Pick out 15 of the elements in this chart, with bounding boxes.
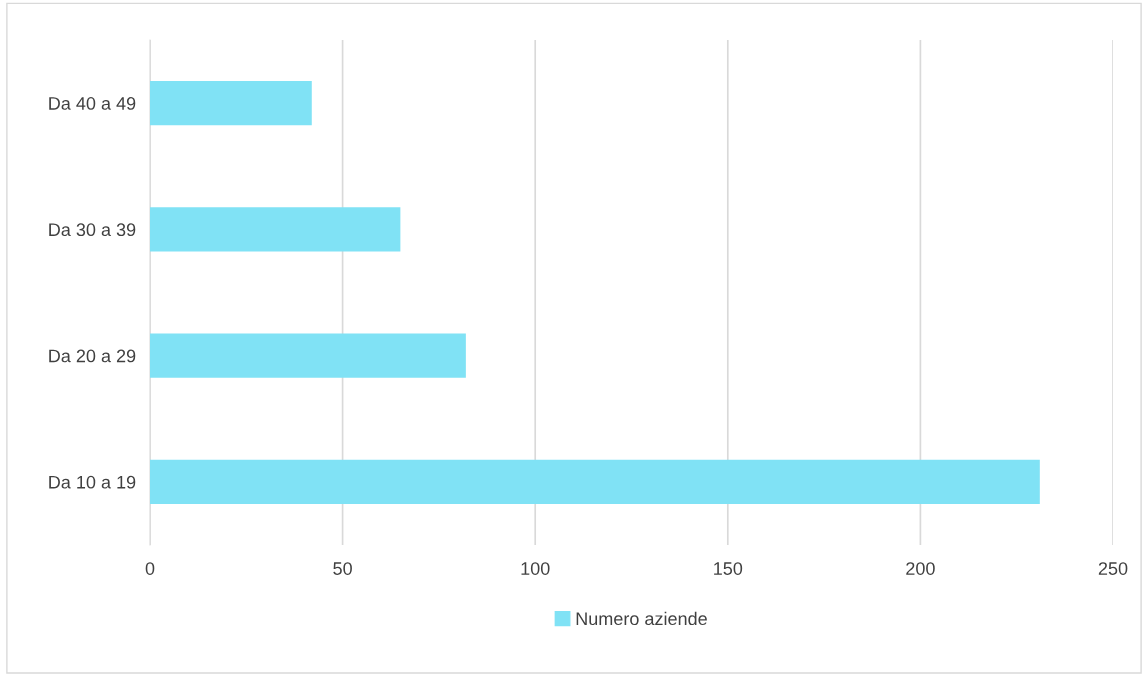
legend-label: Numero aziende xyxy=(576,611,707,626)
bar xyxy=(150,459,1040,504)
bar xyxy=(150,207,401,252)
y-tick-label: Da 40 a 49 xyxy=(49,97,136,110)
x-tick-label: 0 xyxy=(145,562,155,575)
x-tick-label: 200 xyxy=(906,562,935,575)
x-tick-label: 150 xyxy=(714,562,743,575)
x-tick-label: 100 xyxy=(521,562,550,575)
x-tick-label: 250 xyxy=(1098,562,1128,575)
bar xyxy=(150,81,312,126)
y-tick-label: Da 20 a 29 xyxy=(49,349,136,363)
y-tick-label: Da 10 a 19 xyxy=(49,475,136,489)
bar xyxy=(150,333,466,378)
y-tick-label: Da 30 a 39 xyxy=(49,223,136,237)
x-tick-label: 50 xyxy=(333,562,352,575)
